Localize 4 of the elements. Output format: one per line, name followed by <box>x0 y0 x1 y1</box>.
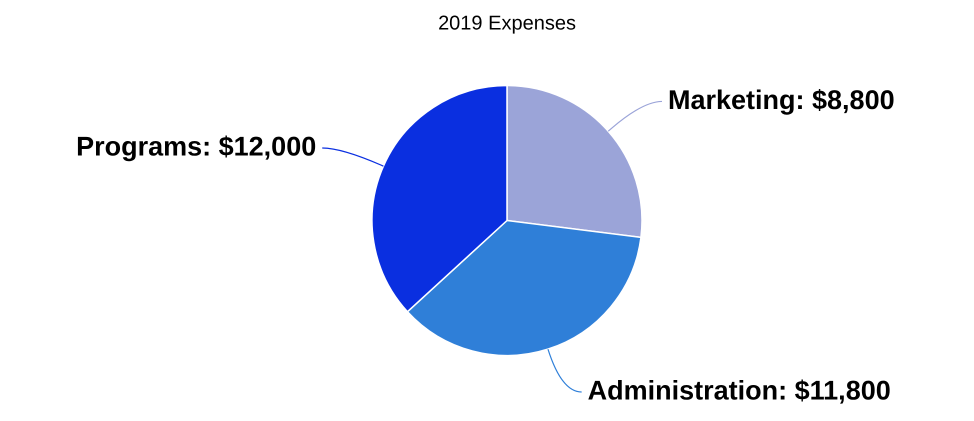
slice-label: Marketing: $8,800 <box>668 84 895 115</box>
slice-label: Programs: $12,000 <box>76 131 316 162</box>
chart-title: 2019 Expenses <box>438 12 576 35</box>
slice-label: Administration: $11,800 <box>588 375 891 406</box>
